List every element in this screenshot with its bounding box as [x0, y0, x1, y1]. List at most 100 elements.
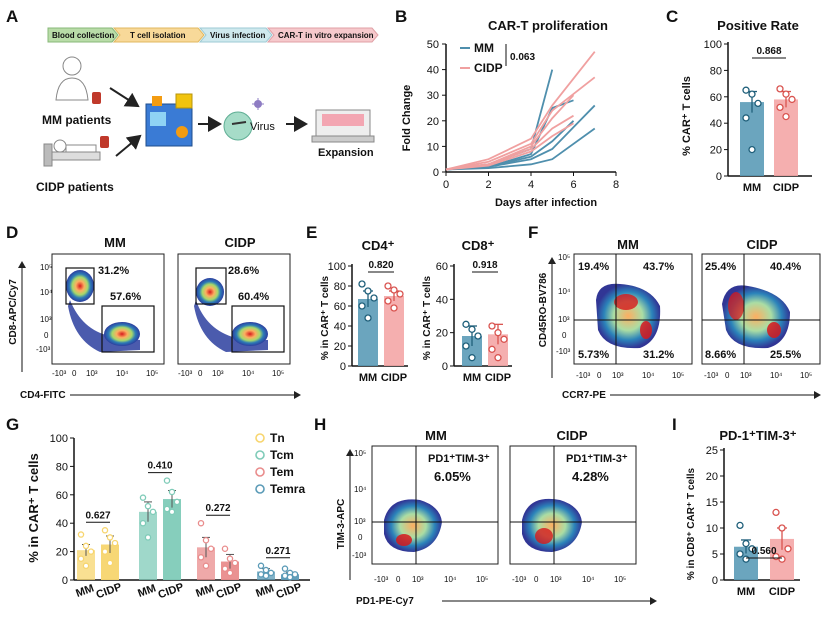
density-blob [728, 292, 744, 320]
tick-label: 0 [358, 533, 363, 542]
t-cell-icon [223, 111, 253, 141]
data-point [226, 555, 234, 562]
tick-label: 10⁵ [614, 575, 626, 584]
arrow-icon [115, 134, 142, 157]
y-tick-label: 0 [716, 171, 722, 183]
y-tick-label: 0 [62, 575, 68, 587]
chart-i-title: PD-1⁺TIM-3⁺ [719, 428, 796, 443]
p-value: 0.272 [205, 503, 230, 514]
data-point [462, 342, 470, 350]
chart-e2-title: CD8⁺ [462, 238, 495, 253]
data-point [168, 488, 176, 496]
virus-icon [252, 98, 264, 110]
flow-d-title-cidp: CIDP [224, 235, 255, 250]
data-point [262, 572, 270, 579]
flow-h-yaxis: TIM-3-APC [336, 499, 347, 550]
virus-label: Virus [250, 121, 275, 133]
tick-label: -10³ [704, 371, 719, 380]
y-tick-label: 30 [427, 90, 439, 102]
data-point [474, 332, 482, 340]
data-point [106, 559, 114, 567]
tick-label: 10³ [212, 369, 224, 378]
cidp-patients-label: CIDP patients [36, 180, 114, 194]
panel-label-f: F [528, 223, 538, 242]
p-value: 0.271 [265, 546, 290, 557]
data-point [173, 498, 181, 506]
data-point [742, 539, 750, 548]
chart-e2: 0 20 40 60 MM CIDP 0.918 [436, 260, 512, 384]
y-tick-label: 10 [706, 523, 718, 535]
flow-f-cidp-q2: 40.4% [770, 261, 801, 273]
tick-label: 10⁴ [354, 485, 367, 494]
legend-label-mm: MM [474, 41, 494, 55]
series-line-mm [445, 127, 596, 171]
x-tick-label: MM [463, 372, 481, 384]
y-tick-label: 20 [334, 341, 346, 353]
data-point [754, 99, 762, 108]
tick-label: 10⁴ [242, 369, 255, 378]
x-tick-label: MM [254, 582, 275, 600]
data-point [111, 539, 119, 547]
y-tick-label: 0 [712, 575, 718, 587]
data-point [494, 354, 502, 362]
legend-marker-tn [255, 433, 265, 443]
tick-label: 10⁵ [40, 263, 52, 272]
chart-e1-title: CD4⁺ [362, 238, 395, 253]
data-point [101, 527, 109, 534]
data-point [267, 569, 275, 577]
data-point [782, 90, 790, 98]
flow-d-mm-cd4-value: 57.6% [110, 291, 141, 303]
legend-marker-temra [255, 484, 265, 494]
data-point [736, 521, 744, 530]
chart-b-xlabel: Days after infection [495, 197, 597, 209]
tick-label: 10⁴ [582, 575, 595, 584]
density-blob [535, 528, 553, 544]
tick-label: 10⁴ [642, 371, 655, 380]
data-point [106, 534, 114, 541]
tick-label: 10³ [354, 517, 366, 526]
x-tick-label: CIDP [485, 372, 511, 384]
data-point [748, 145, 756, 154]
data-point [197, 519, 205, 527]
data-point [77, 555, 85, 562]
p-value: 0.868 [756, 46, 781, 57]
x-tick-label: MM [136, 582, 157, 600]
data-point [784, 545, 792, 553]
data-point [87, 548, 95, 555]
x-tick-label: CIDP [157, 581, 186, 601]
data-point [364, 287, 372, 295]
gate-cd8 [195, 267, 227, 305]
data-point [139, 519, 147, 527]
tick-label: -10³ [374, 575, 389, 584]
flow-f-yaxis: CD45RO-BV786 [538, 272, 549, 347]
chart-g: 020406080100MMCIDP0.627TnMMCIDP0.410TcmM… [50, 431, 310, 601]
tick-label: 0 [534, 575, 539, 584]
panel-label-c: C [666, 7, 678, 26]
legend-marker-tcm [255, 450, 265, 460]
tick-label: 10³ [86, 369, 98, 378]
x-tick-label: 8 [613, 179, 619, 191]
tick-label: 10⁵ [558, 253, 570, 262]
density-blob [614, 294, 638, 310]
x-tick-label: MM [74, 582, 95, 600]
flow-d-title-mm: MM [104, 235, 126, 250]
flow-f-mm-q1: 19.4% [578, 261, 609, 273]
flow-d-mm-cd8-value: 31.2% [98, 265, 129, 277]
chart-g-ylabel: % in CAR⁺ T cells [26, 453, 41, 562]
tick-label: 10⁵ [672, 371, 684, 380]
chart-e1: 0 20 40 60 80 100 MM CIDP 0.820 [328, 260, 408, 384]
data-point [468, 354, 476, 362]
flow-f-ticks: 10⁵ 10⁴ 10³ 0 -10³ -10³ 0 10³ 10⁴ 10⁵ -1… [556, 253, 812, 380]
flow-f-cidp-q1: 25.4% [705, 261, 736, 273]
data-point [488, 345, 496, 353]
tick-label: 0 [44, 331, 49, 340]
flow-f-cidp-q4: 25.5% [770, 349, 801, 361]
expansion-label: Expansion [318, 147, 374, 159]
x-tick-label: CIDP [275, 581, 304, 601]
panel-label-b: B [395, 7, 407, 26]
bar-cidp [774, 99, 798, 176]
data-point [384, 297, 392, 305]
density-blob [104, 322, 140, 346]
y-tick-label: 40 [436, 294, 448, 306]
panel-label-h: H [314, 415, 326, 434]
